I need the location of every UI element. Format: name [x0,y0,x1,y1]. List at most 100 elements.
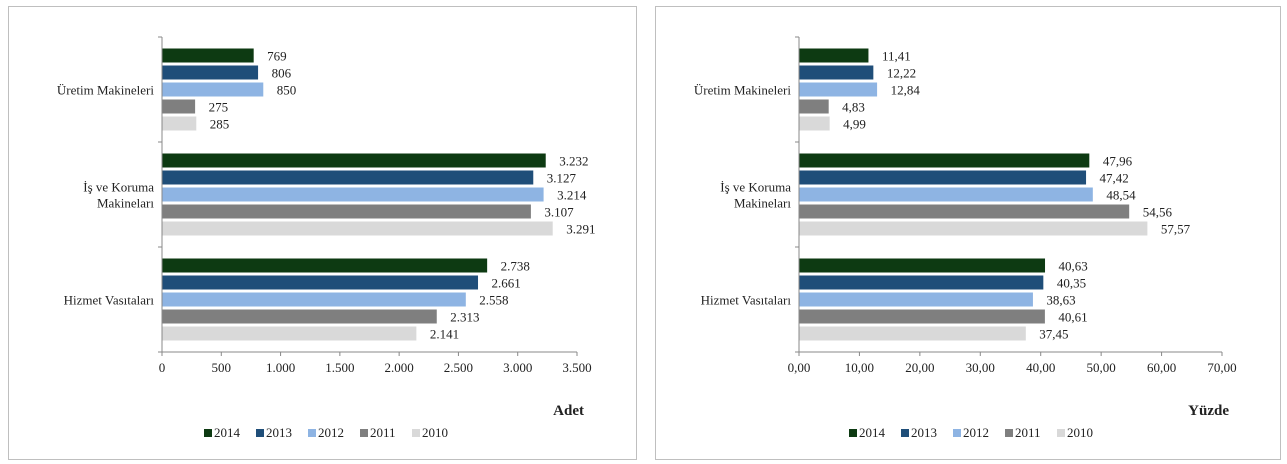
legend-label-2010: 2010 [1067,425,1093,440]
x-tick-label: 3.000 [503,360,532,375]
category-label-is-ve-koruma-makinelari: Makineları [97,196,154,211]
data-label-uretim-makineleri-2010: 4,99 [843,117,866,132]
bar-hizmet-vasitalari-2011 [799,309,1045,324]
chart-panel-yuzde: 0,00 10,00 20,00 30,00 40,00 50,00 60,00 70,00 Ü… [655,6,1281,460]
bar-is-ve-koruma-makinelari-2013 [162,170,534,185]
data-label-uretim-makineleri-2013: 806 [272,66,292,81]
bar-hizmet-vasitalari-2011 [162,309,437,324]
x-tick-label: 20,00 [905,360,934,375]
legend-swatch-2012 [953,429,961,437]
legend-label-2011: 2011 [370,425,396,440]
data-label-hizmet-vasitalari-2012: 2.558 [479,293,508,308]
data-label-hizmet-vasitalari-2010: 37,45 [1039,327,1068,342]
bar-hizmet-vasitalari-2012 [799,292,1033,307]
data-label-is-ve-koruma-makinelari-2010: 57,57 [1161,222,1191,237]
axis-unit-label: Yüzde [1188,403,1229,419]
legend-swatch-2010 [1057,429,1065,437]
bar-hizmet-vasitalari-2010 [799,326,1026,341]
data-label-is-ve-koruma-makinelari-2013: 47,42 [1100,171,1129,186]
data-label-is-ve-koruma-makinelari-2014: 47,96 [1103,154,1133,169]
x-tick-label: 0,00 [788,360,811,375]
data-label-uretim-makineleri-2012: 12,84 [891,83,921,98]
category-label-hizmet-vasitalari: Hizmet Vasıtaları [701,293,792,308]
legend-swatch-2013 [256,429,264,437]
data-label-uretim-makineleri-2014: 11,41 [882,49,911,64]
data-label-hizmet-vasitalari-2014: 2.738 [501,259,530,274]
bar-uretim-makineleri-2013 [162,65,259,80]
data-label-hizmet-vasitalari-2013: 2.661 [492,276,521,291]
legend-swatch-2012 [308,429,316,437]
category-label-is-ve-koruma-makinelari: İş ve Koruma [720,180,791,195]
bar-hizmet-vasitalari-2013 [162,275,479,290]
chart-panel-adet: 0 500 1.000 1.500 2.000 2.500 3.000 3.500 Üretim… [8,6,637,460]
data-label-hizmet-vasitalari-2010: 2.141 [430,327,459,342]
bar-is-ve-koruma-makinelari-2010 [162,221,553,236]
legend-label-2012: 2012 [963,425,989,440]
data-label-hizmet-vasitalari-2013: 40,35 [1057,276,1086,291]
data-label-hizmet-vasitalari-2012: 38,63 [1046,293,1075,308]
legend-label-2014: 2014 [859,425,886,440]
bar-hizmet-vasitalari-2010 [162,326,417,341]
data-label-is-ve-koruma-makinelari-2011: 3.107 [544,205,574,220]
legend-swatch-2014 [204,429,212,437]
data-label-is-ve-koruma-makinelari-2010: 3.291 [566,222,595,237]
x-tick-label: 2.500 [444,360,473,375]
legend-swatch-2014 [849,429,857,437]
bar-uretim-makineleri-2012 [162,82,264,97]
bar-uretim-makineleri-2012 [799,82,878,97]
bar-is-ve-koruma-makinelari-2012 [799,187,1093,202]
bar-hizmet-vasitalari-2014 [799,258,1046,273]
legend-swatch-2011 [360,429,368,437]
bar-is-ve-koruma-makinelari-2011 [162,204,531,219]
data-label-is-ve-koruma-makinelari-2011: 54,56 [1143,205,1173,220]
data-label-uretim-makineleri-2011: 275 [209,100,229,115]
bar-hizmet-vasitalari-2014 [162,258,488,273]
legend-label-2012: 2012 [318,425,344,440]
category-label-uretim-makineleri: Üretim Makineleri [694,83,791,98]
bar-hizmet-vasitalari-2012 [162,292,466,307]
category-label-is-ve-koruma-makinelari: Makineları [734,196,791,211]
bar-is-ve-koruma-makinelari-2014 [799,153,1090,168]
x-tick-label: 1.000 [266,360,295,375]
bar-is-ve-koruma-makinelari-2011 [799,204,1130,219]
x-tick-label: 50,00 [1087,360,1116,375]
bar-uretim-makineleri-2014 [162,48,254,63]
axis-unit-label: Adet [553,403,584,419]
legend-label-2013: 2013 [911,425,937,440]
data-label-hizmet-vasitalari-2014: 40,63 [1059,259,1088,274]
legend-label-2014: 2014 [214,425,241,440]
legend-label-2013: 2013 [266,425,292,440]
bar-chart-yuzde: 0,00 10,00 20,00 30,00 40,00 50,00 60,00 70,00 Ü… [694,36,1237,440]
data-label-is-ve-koruma-makinelari-2012: 3.214 [557,188,587,203]
bar-hizmet-vasitalari-2013 [799,275,1044,290]
bar-uretim-makineleri-2014 [799,48,869,63]
data-label-uretim-makineleri-2013: 12,22 [887,66,916,81]
data-label-uretim-makineleri-2011: 4,83 [842,100,865,115]
data-label-is-ve-koruma-makinelari-2012: 48,54 [1106,188,1136,203]
legend-swatch-2013 [901,429,909,437]
x-tick-label: 60,00 [1147,360,1176,375]
data-label-is-ve-koruma-makinelari-2014: 3.232 [559,154,588,169]
category-label-uretim-makineleri: Üretim Makineleri [57,83,154,98]
x-tick-label: 1.500 [325,360,354,375]
bar-uretim-makineleri-2010 [799,116,830,131]
legend-label-2011: 2011 [1015,425,1041,440]
data-label-uretim-makineleri-2012: 850 [277,83,297,98]
bar-uretim-makineleri-2011 [799,99,829,114]
x-tick-label: 3.500 [562,360,591,375]
legend-swatch-2011 [1005,429,1013,437]
data-label-hizmet-vasitalari-2011: 2.313 [450,310,479,325]
bar-uretim-makineleri-2010 [162,116,197,131]
data-label-hizmet-vasitalari-2011: 40,61 [1058,310,1087,325]
x-tick-label: 40,00 [1026,360,1055,375]
x-tick-label: 2.000 [385,360,414,375]
legend-label-2010: 2010 [422,425,448,440]
bar-is-ve-koruma-makinelari-2012 [162,187,544,202]
bar-uretim-makineleri-2011 [162,99,196,114]
category-label-hizmet-vasitalari: Hizmet Vasıtaları [64,293,155,308]
bar-is-ve-koruma-makinelari-2014 [162,153,546,168]
x-tick-label: 30,00 [966,360,995,375]
bar-is-ve-koruma-makinelari-2013 [799,170,1087,185]
category-label-is-ve-koruma-makinelari: İş ve Koruma [83,180,154,195]
legend-swatch-2010 [412,429,420,437]
